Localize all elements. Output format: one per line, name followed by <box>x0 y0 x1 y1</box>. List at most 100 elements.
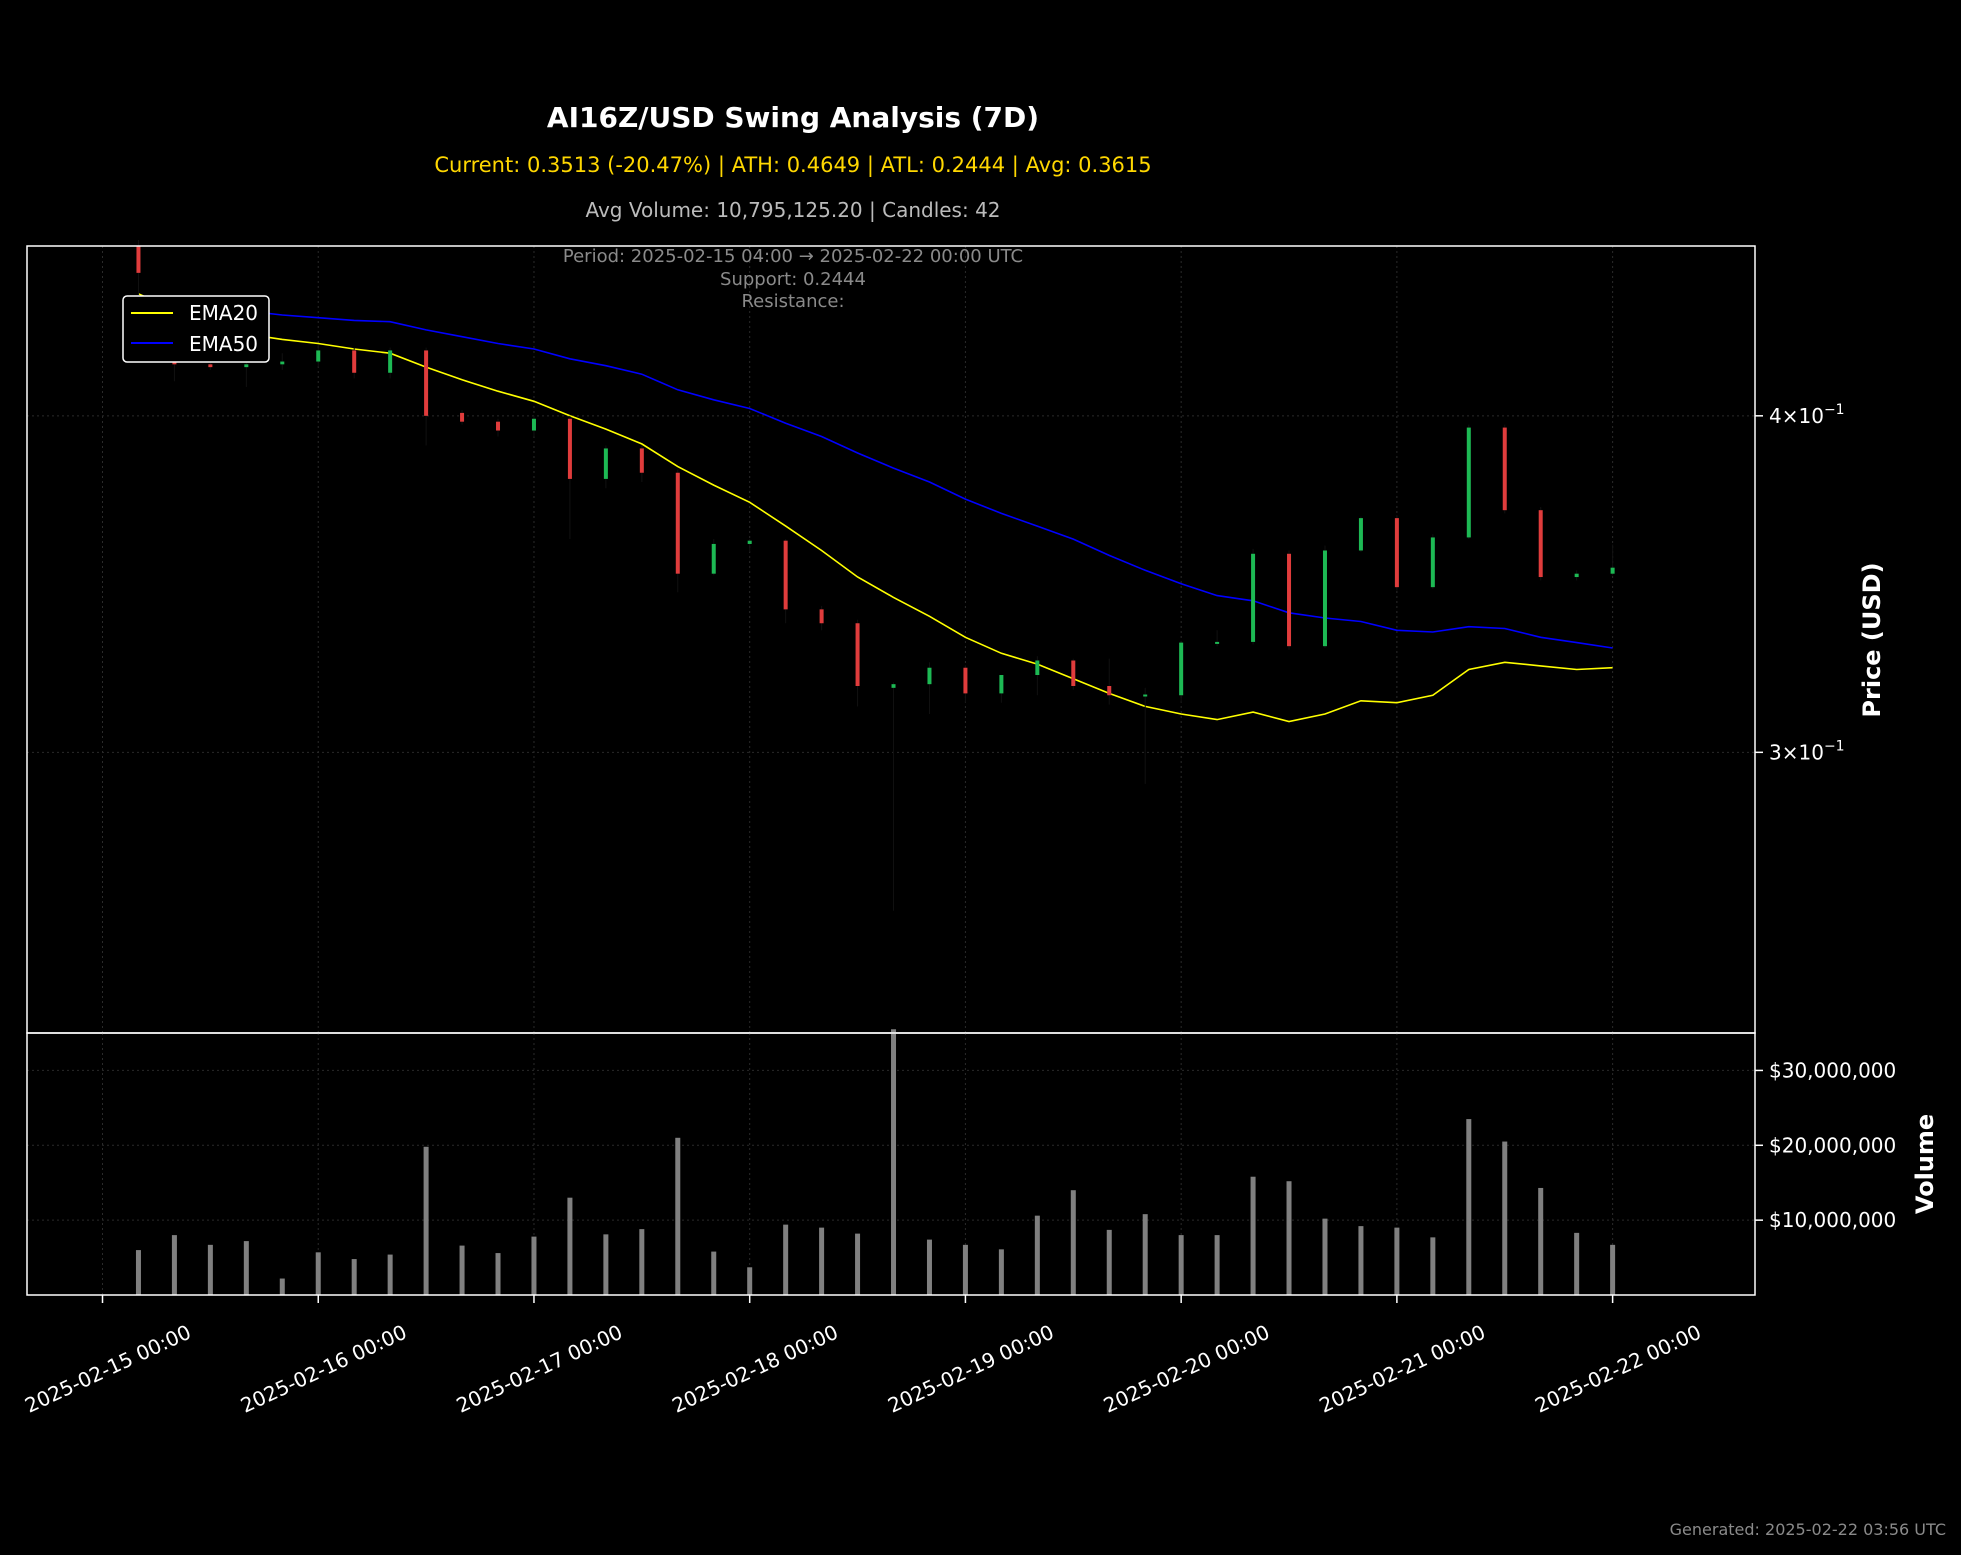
candle-body <box>567 418 572 479</box>
chart-subtitle: Current: 0.3513 (-20.47%) | ATH: 0.4649 … <box>434 153 1151 178</box>
volume-panel: $10,000,000 $20,000,000 $30,000,000 Volume <box>26 1029 1939 1296</box>
candle-body <box>1215 641 1220 644</box>
candles-layer <box>136 239 1615 911</box>
candle-body <box>388 350 393 373</box>
chart-title: AI16Z/USD Swing Analysis (7D) <box>547 101 1039 134</box>
candle-body <box>747 540 752 544</box>
candle <box>1610 544 1615 576</box>
candle-body <box>999 675 1004 694</box>
candle <box>603 445 608 489</box>
candle-body <box>208 364 213 368</box>
candle <box>388 347 393 379</box>
candle <box>1251 548 1256 645</box>
volume-bar <box>747 1267 753 1295</box>
volume-bars <box>135 1029 1616 1295</box>
candle-body <box>1107 686 1112 696</box>
candle-body <box>819 609 824 624</box>
price-axis-label: Price (USD) <box>1858 562 1886 717</box>
info-support: Support: 0.2444 <box>720 269 866 290</box>
price-axis-ticks: 4×10−1 3×10−1 <box>1755 402 1845 764</box>
volume-bar <box>711 1251 717 1295</box>
volume-bar <box>567 1197 573 1295</box>
candle-body <box>783 540 788 610</box>
candle-body <box>1071 660 1076 687</box>
candle <box>999 675 1004 703</box>
volume-bar <box>1178 1235 1184 1295</box>
candle-body <box>352 350 357 373</box>
candle <box>927 662 932 714</box>
volume-tick-label: $30,000,000 <box>1769 1058 1896 1082</box>
candle <box>244 358 249 387</box>
volume-bar <box>639 1229 645 1295</box>
candle-body <box>424 350 429 416</box>
candle-body <box>1610 567 1615 574</box>
volume-bar <box>891 1029 897 1295</box>
legend-ema50-label: EMA50 <box>189 332 258 356</box>
candle <box>352 347 357 379</box>
candle-body <box>675 472 680 574</box>
volume-bar <box>351 1259 357 1295</box>
candle-body <box>316 350 321 362</box>
price-tick-label: 4×10−1 <box>1769 402 1845 428</box>
candle-body <box>496 421 501 431</box>
candle <box>280 353 285 370</box>
candle <box>460 409 465 425</box>
candle-body <box>136 246 141 273</box>
candle <box>136 239 141 305</box>
candle <box>1430 534 1435 589</box>
volume-bar <box>1250 1176 1256 1295</box>
volume-tick-label: $20,000,000 <box>1769 1133 1896 1157</box>
ema20-layer <box>138 293 1613 723</box>
volume-axis-label: Volume <box>1911 1114 1939 1214</box>
volume-bar <box>1286 1181 1292 1295</box>
candle-body <box>1538 510 1543 578</box>
candle <box>1035 656 1040 696</box>
volume-bar <box>279 1278 285 1295</box>
volume-bar <box>1502 1141 1508 1295</box>
candle-body <box>244 364 249 368</box>
volume-bar <box>603 1234 609 1295</box>
info-period: Period: 2025-02-15 04:00 → 2025-02-22 00… <box>563 246 1023 267</box>
volume-bar <box>1034 1215 1040 1295</box>
volume-bar <box>1430 1237 1436 1295</box>
candle-body <box>639 448 644 473</box>
legend-ema20-label: EMA20 <box>189 301 258 325</box>
volume-bar <box>171 1235 177 1295</box>
candle-body <box>1502 427 1507 511</box>
volume-bar <box>1610 1244 1616 1295</box>
candle-body <box>1430 537 1435 588</box>
volume-bar <box>926 1239 932 1295</box>
volume-bar <box>998 1249 1004 1295</box>
candle-body <box>460 412 465 422</box>
candle <box>747 539 752 553</box>
candle <box>496 418 501 437</box>
volume-bar <box>675 1137 681 1295</box>
candle-body <box>1143 694 1148 697</box>
candle <box>1502 424 1507 514</box>
volume-panel-frame <box>26 1032 1756 1296</box>
candle-body <box>1179 642 1184 696</box>
candle <box>639 445 644 482</box>
generated-footer: Generated: 2025-02-22 03:56 UTC <box>1670 1520 1946 1539</box>
candle-body <box>531 418 536 431</box>
candle <box>1322 545 1327 648</box>
candle <box>1394 514 1399 591</box>
candle <box>1143 687 1148 784</box>
volume-bar <box>1574 1232 1580 1295</box>
candle-body <box>1394 518 1399 588</box>
candle-body <box>891 684 896 688</box>
candle <box>783 539 788 624</box>
volume-bar <box>1106 1229 1112 1295</box>
candle <box>1574 570 1579 581</box>
candle-body <box>711 543 716 574</box>
volume-bar <box>1322 1218 1328 1295</box>
candle <box>1107 658 1112 705</box>
volume-bar <box>1358 1226 1364 1295</box>
volume-bar <box>135 1250 141 1295</box>
candle-body <box>855 623 860 687</box>
volume-bar <box>1466 1119 1472 1295</box>
volume-vertical-grid <box>102 1033 1614 1295</box>
candle <box>1358 516 1363 553</box>
